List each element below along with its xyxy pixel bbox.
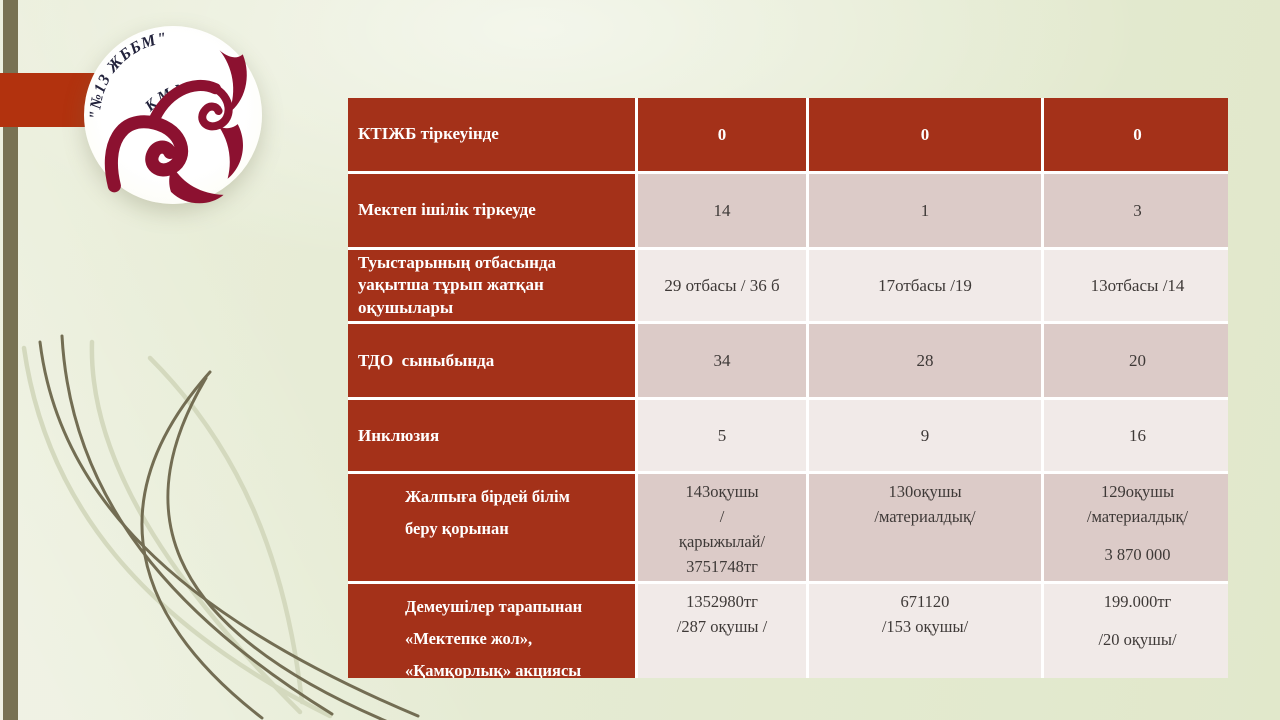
table-row: Мектеп ішілік тіркеуде 14 1 3 bbox=[348, 171, 1228, 250]
row-label-cell: КТІЖБ тіркеуінде bbox=[348, 98, 638, 174]
value-cell: 9 bbox=[806, 397, 1044, 475]
row-label-cell: Инклюзия bbox=[348, 397, 638, 475]
cell-line: 3 bbox=[1133, 200, 1142, 220]
cell-line: Мектеп ішілік тіркеуде bbox=[358, 200, 536, 220]
cell-line: 9 bbox=[920, 426, 930, 446]
value-cell: 199.000тг/20 оқушы/ bbox=[1041, 581, 1228, 678]
cell-line: 1 bbox=[920, 200, 930, 220]
row-label-cell: Демеушілер тарапынан «Мектепке жол», «Қамқ… bbox=[348, 581, 638, 678]
table-row: ТДО сыныбында 34 28 20 bbox=[348, 321, 1228, 401]
value-cell: 1 bbox=[806, 171, 1044, 250]
cell-line: 13отбасы /14 bbox=[1090, 275, 1185, 295]
cell-line: қарыжылай/ bbox=[678, 531, 766, 551]
cell-line: 20 bbox=[1129, 351, 1146, 371]
table-row: Жалпыға бірдей білім беру қорынан 143оқушы… bbox=[348, 471, 1228, 585]
row-label-cell: ТДО сыныбында bbox=[348, 321, 638, 401]
value-cell: 20 bbox=[1041, 321, 1228, 401]
cell-line: 3 870 000 bbox=[1104, 544, 1171, 564]
cell-line: /материалдық/ bbox=[874, 507, 976, 527]
value-cell: 16 bbox=[1041, 397, 1228, 475]
cell-line: Туыстарының отбасында bbox=[358, 253, 557, 272]
cell-line: КТІЖБ тіркеуінде bbox=[358, 124, 499, 144]
value-cell: 143оқушы / қарыжылай/3751748тг bbox=[635, 471, 809, 585]
row-label-cell: Жалпыға бірдей білім беру қорынан bbox=[348, 471, 638, 585]
cell-line: Инклюзия bbox=[358, 425, 440, 445]
cell-line: 14 bbox=[713, 200, 731, 220]
value-cell: 1352980тг/287 оқушы / bbox=[635, 581, 809, 678]
cell-line: оқушылары bbox=[358, 297, 454, 317]
cell-line: 28 bbox=[916, 351, 934, 371]
cell-line: 130оқушы bbox=[888, 482, 962, 502]
school-logo: "№13 ЖББМ" КММ bbox=[84, 26, 262, 204]
cell-line: 3751748тг bbox=[686, 556, 758, 576]
value-cell: 34 bbox=[635, 321, 809, 401]
cell-line: 199.000тг bbox=[1103, 592, 1172, 612]
table-row: Инклюзия 5 9 16 bbox=[348, 397, 1228, 475]
cell-line: «Мектепке жол», bbox=[405, 628, 533, 648]
cell-line: 0 bbox=[1133, 124, 1142, 144]
value-cell: 13отбасы /14 bbox=[1041, 246, 1228, 325]
value-cell: 5 bbox=[635, 397, 809, 475]
cell-line: 5 bbox=[717, 426, 727, 446]
row-label-cell: Туыстарының отбасында уақытша тұрып жатқа… bbox=[348, 246, 638, 325]
value-cell: 29 отбасы / 36 б bbox=[635, 246, 809, 325]
cell-line: / bbox=[719, 507, 725, 527]
cell-line: 34 bbox=[713, 351, 731, 371]
cell-line: 29 отбасы / 36 б bbox=[664, 275, 780, 295]
cell-line: /материалдық/ bbox=[1086, 507, 1189, 527]
cell-line: беру қорынан bbox=[405, 518, 509, 538]
value-cell: 0 bbox=[1041, 98, 1228, 174]
cell-line: Демеушілер тарапынан bbox=[405, 597, 583, 617]
grass-decoration bbox=[21, 334, 420, 720]
cell-line: 0 bbox=[920, 124, 930, 144]
cell-line: ТДО сыныбында bbox=[358, 350, 495, 370]
cell-line: Жалпыға бірдей білім bbox=[405, 487, 570, 507]
cell-line: /20 оқушы/ bbox=[1098, 630, 1177, 650]
cell-line bbox=[1048, 530, 1227, 543]
table-row: Демеушілер тарапынан «Мектепке жол», «Қамқ… bbox=[348, 581, 1228, 678]
cell-line: 129оқушы bbox=[1100, 482, 1175, 502]
kazakh-ornament-icon bbox=[104, 50, 247, 204]
stats-table-body: КТІЖБ тіркеуінде 0 0 0 Мектеп ішілік тіркеуд… bbox=[348, 98, 1228, 678]
stats-table: КТІЖБ тіркеуінде 0 0 0 Мектеп ішілік тіркеуд… bbox=[348, 98, 1228, 678]
value-cell: 17отбасы /19 bbox=[806, 246, 1044, 325]
row-label-cell: Мектеп ішілік тіркеуде bbox=[348, 171, 638, 250]
left-olive-strip bbox=[3, 0, 18, 720]
cell-line: 16 bbox=[1129, 426, 1146, 446]
cell-line: «Қамқорлық» акциясы bbox=[405, 660, 582, 678]
cell-line: 671120 bbox=[900, 592, 950, 612]
value-cell: 14 bbox=[635, 171, 809, 250]
value-cell: 129оқушы/материалдық/3 870 000 bbox=[1041, 471, 1228, 585]
table-row: Туыстарының отбасында уақытша тұрып жатқа… bbox=[348, 246, 1228, 325]
table-row: КТІЖБ тіркеуінде 0 0 0 bbox=[348, 98, 1228, 174]
cell-line: 143оқушы bbox=[685, 482, 759, 502]
value-cell: 671120/153 оқушы/ bbox=[806, 581, 1044, 678]
value-cell: 3 bbox=[1041, 171, 1228, 250]
cell-line: уақытша тұрып жатқан bbox=[358, 275, 544, 295]
value-cell: 130оқушы/материалдық/ bbox=[806, 471, 1044, 585]
cell-line bbox=[1048, 615, 1227, 628]
cell-line: 17отбасы /19 bbox=[878, 275, 972, 295]
cell-line: 0 bbox=[717, 124, 727, 144]
cell-line: /287 оқушы / bbox=[676, 617, 768, 637]
value-cell: 0 bbox=[635, 98, 809, 174]
value-cell: 0 bbox=[806, 98, 1044, 174]
stats-table-container: КТІЖБ тіркеуінде 0 0 0 Мектеп ішілік тіркеуд… bbox=[348, 98, 1228, 678]
cell-line: /153 оқушы/ bbox=[881, 617, 969, 637]
cell-line: 1352980тг bbox=[686, 592, 758, 612]
school-logo-graphic: "№13 ЖББМ" КММ bbox=[87, 30, 247, 204]
value-cell: 28 bbox=[806, 321, 1044, 401]
